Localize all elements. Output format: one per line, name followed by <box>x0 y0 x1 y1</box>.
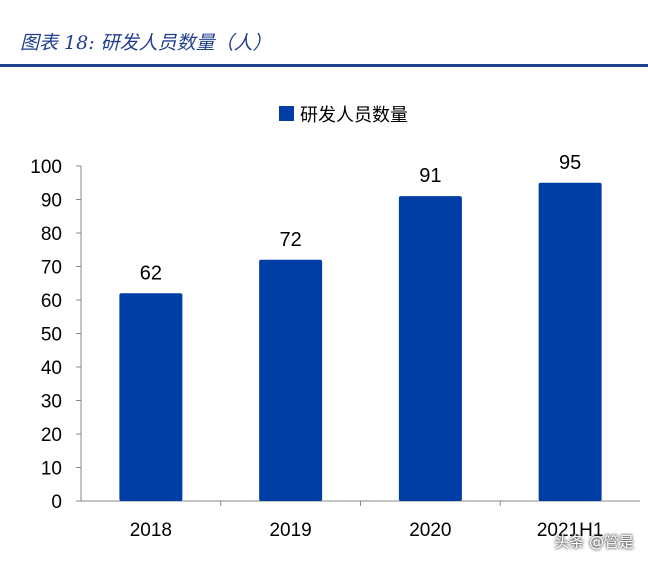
y-tick-label: 70 <box>41 258 62 279</box>
y-tick-label: 80 <box>41 224 62 245</box>
data-label: 95 <box>559 152 581 174</box>
y-tick-label: 50 <box>41 325 62 346</box>
x-tick-label: 2019 <box>269 520 311 541</box>
y-tick-label: 40 <box>41 358 62 379</box>
y-tick-label: 0 <box>51 492 62 513</box>
chart-title: 图表 18: 研发人员数量（人） <box>20 32 272 54</box>
data-label: 91 <box>419 165 441 187</box>
legend: 研发人员数量 <box>279 105 408 126</box>
header-divider <box>0 64 648 67</box>
x-tick-label: 2021H1 <box>537 520 604 541</box>
watermark: 头条 @管是 <box>554 533 634 551</box>
bar <box>259 259 323 501</box>
data-label: 72 <box>280 229 302 251</box>
legend-label: 研发人员数量 <box>300 105 408 126</box>
x-tick-label: 2018 <box>130 520 172 541</box>
x-tick-label: 2020 <box>409 520 451 541</box>
y-tick-label: 20 <box>41 425 62 446</box>
y-tick-label: 30 <box>41 392 62 413</box>
data-label: 62 <box>140 262 162 284</box>
bar <box>538 182 602 501</box>
y-tick-label: 90 <box>41 191 62 212</box>
y-tick-label: 60 <box>41 291 62 312</box>
bar <box>398 196 462 501</box>
bar <box>119 293 183 501</box>
legend-swatch <box>279 106 294 121</box>
y-tick-label: 10 <box>41 459 62 480</box>
y-tick-label: 100 <box>30 157 62 178</box>
